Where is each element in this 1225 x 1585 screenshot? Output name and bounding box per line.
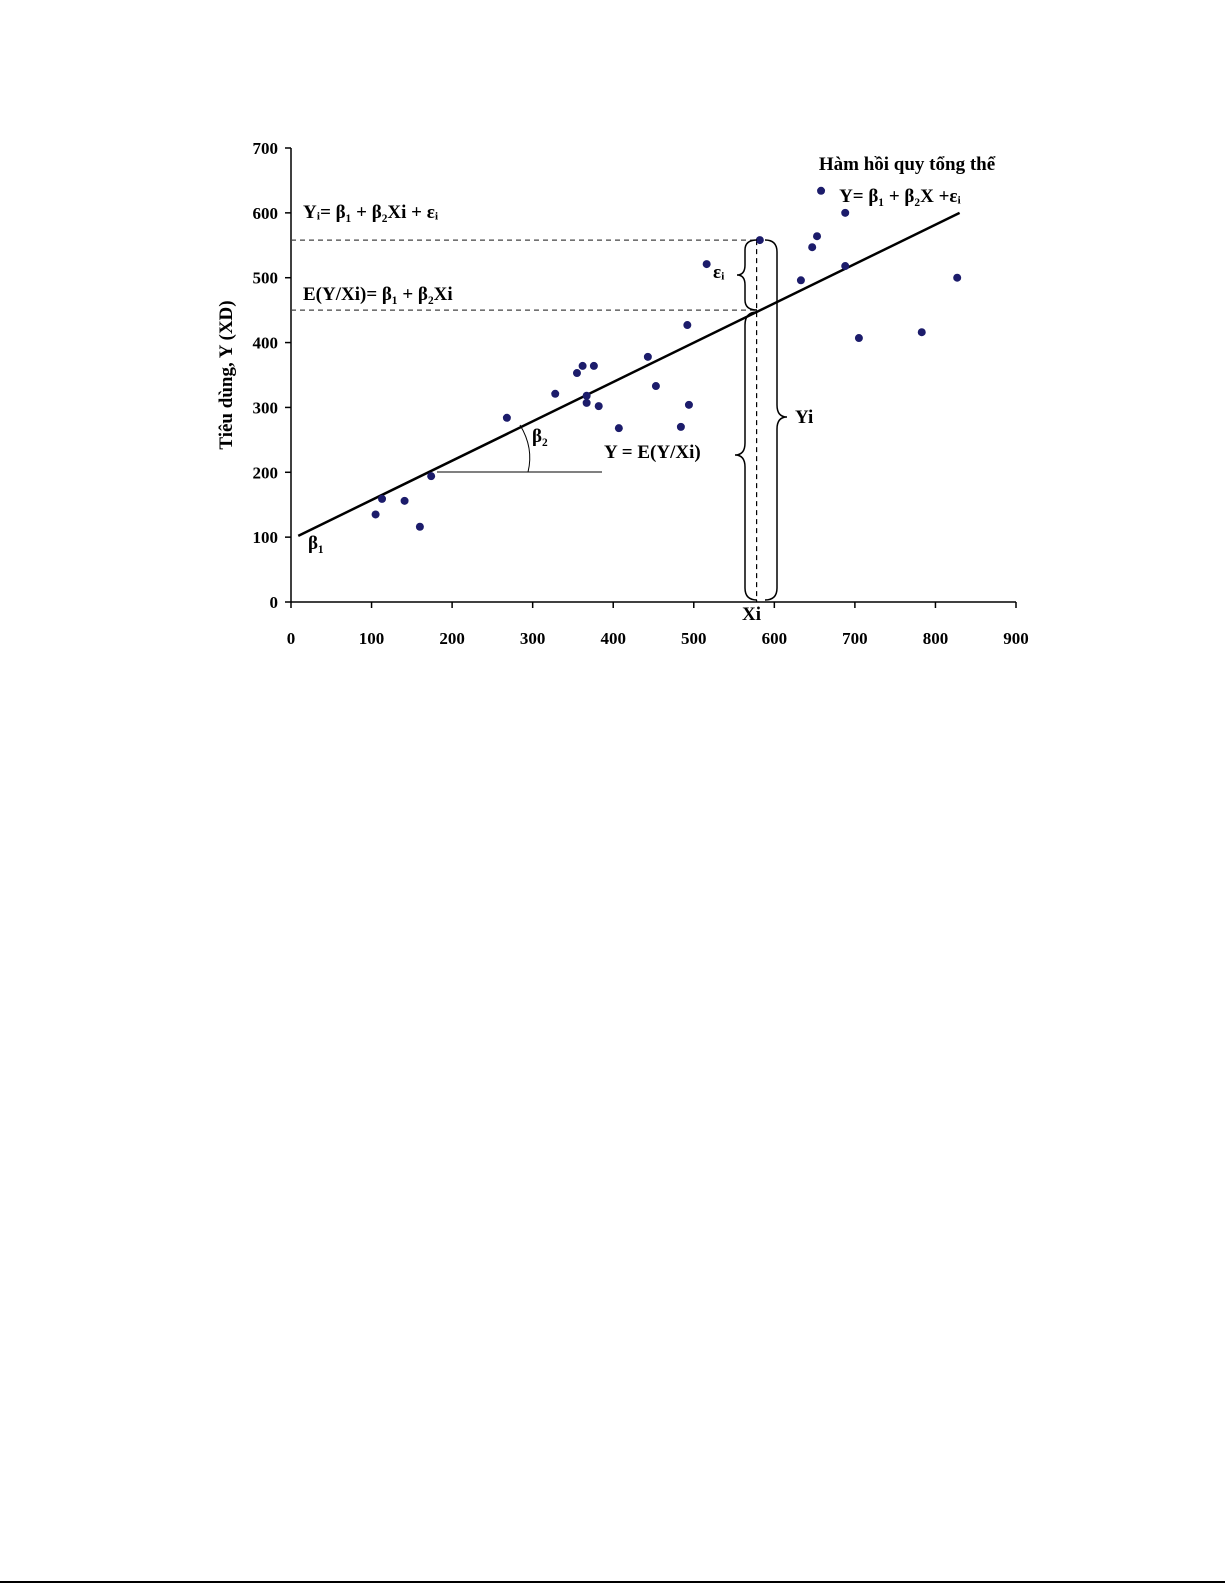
- point: [684, 400, 693, 409]
- point: [917, 328, 926, 337]
- point: [854, 334, 863, 343]
- plot: 0 100 200 300 400 500 600 700 0 100 200 300 400 500 60…: [253, 139, 1029, 648]
- x-tick-label: 600: [762, 629, 788, 648]
- x-tick-label: 500: [681, 629, 707, 648]
- point: [551, 389, 560, 398]
- x-tick-label: 100: [359, 629, 385, 648]
- annotation: β₂: [532, 426, 548, 447]
- y-tick-label: 200: [253, 463, 279, 482]
- point: [813, 232, 822, 241]
- fit-brace: [734, 311, 758, 601]
- annotation: E(Y/Xi)= β₁ + β₂Xi: [303, 284, 453, 305]
- y-tick-label: 700: [253, 139, 279, 158]
- y-tick-label: 600: [253, 204, 279, 223]
- point: [378, 494, 387, 503]
- point: [683, 321, 692, 330]
- y-tick-label: 300: [253, 398, 279, 417]
- y-tick-label: 400: [253, 334, 279, 353]
- x-tick-label: 0: [287, 629, 296, 648]
- point: [594, 402, 603, 411]
- point: [415, 522, 424, 531]
- point: [676, 422, 685, 431]
- x-tick-label: 200: [439, 629, 465, 648]
- point: [614, 424, 623, 433]
- point: [651, 382, 660, 391]
- annotation: β₁: [308, 533, 324, 554]
- yi-brace: [764, 239, 788, 601]
- y-tick-label: 500: [253, 269, 279, 288]
- point: [808, 243, 817, 252]
- x-tick-label: 800: [923, 629, 949, 648]
- point: [400, 496, 409, 505]
- x-tick-label: 400: [600, 629, 626, 648]
- point: [817, 186, 826, 195]
- point: [582, 391, 591, 400]
- epsilon-brace: [736, 239, 758, 311]
- annotation: Yᵢ= β₁ + β₂Xi + εᵢ: [303, 202, 439, 223]
- x-tick-label: 900: [1003, 629, 1029, 648]
- point: [643, 352, 652, 361]
- x-tick-label: 300: [520, 629, 546, 648]
- point: [572, 369, 581, 378]
- annotation: Y = E(Y/Xi): [604, 442, 701, 463]
- point: [796, 276, 805, 285]
- point: [953, 273, 962, 282]
- y-tick-label: 0: [270, 593, 279, 612]
- point: [702, 260, 711, 269]
- point: [502, 413, 511, 422]
- regression-line: [297, 211, 961, 537]
- point: [578, 361, 587, 370]
- point: [841, 208, 850, 217]
- point: [371, 510, 380, 519]
- annotation: Xi: [742, 604, 761, 625]
- y-tick-label: 100: [253, 528, 279, 547]
- annotation: Yi: [795, 407, 813, 428]
- slope-arc: [519, 424, 531, 473]
- point: [841, 262, 850, 271]
- annotation: Hàm hồi quy tổng thể: [819, 154, 996, 175]
- point: [427, 472, 436, 481]
- x-tick-label: 700: [842, 629, 868, 648]
- annotation: Y= β₁ + β₂X +εᵢ: [839, 186, 961, 207]
- y-axis-label: Tiêu dùng, Y (XD): [216, 300, 237, 449]
- point: [755, 236, 764, 245]
- point: [589, 361, 598, 370]
- point: [582, 398, 591, 407]
- annotation: εᵢ: [713, 262, 725, 283]
